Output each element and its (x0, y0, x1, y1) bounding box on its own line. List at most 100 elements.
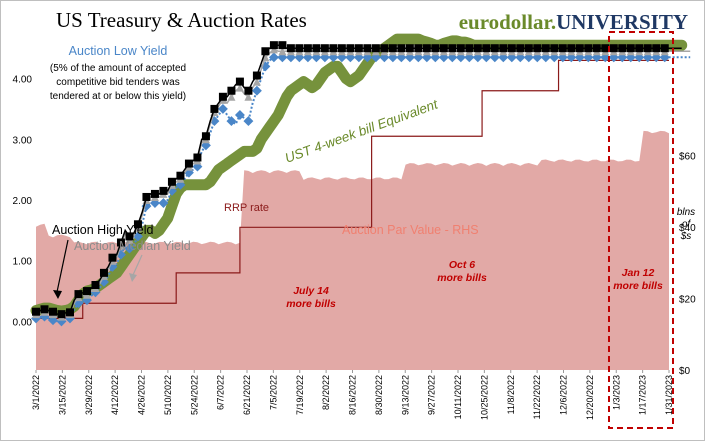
median-yield-point (227, 92, 236, 101)
high-yield-point (609, 44, 618, 53)
x-tick-label: 12/20/2022 (585, 375, 595, 420)
high-yield-point (533, 44, 542, 53)
high-yield-point (40, 305, 49, 314)
x-tick-label: 6/21/2022 (242, 375, 252, 415)
high-yield-label: Auction High Yield (52, 223, 154, 237)
x-tick-label: 10/25/2022 (479, 375, 489, 420)
high-yield-point (635, 44, 644, 53)
median-yield-point (278, 47, 287, 56)
high-yield-point (499, 44, 508, 53)
high-yield-point (422, 44, 431, 53)
high-yield-point (354, 44, 363, 53)
high-yield-point (74, 290, 83, 299)
note-oct6: more bills (437, 272, 487, 284)
x-tick-label: 5/10/2022 (163, 375, 173, 415)
high-yield-point (337, 44, 346, 53)
median-yield-arrowhead (129, 273, 137, 282)
y-right-unit-label: blns (677, 207, 695, 218)
note-oct6: Oct 6 (449, 259, 475, 271)
high-yield-point (261, 47, 270, 56)
high-yield-point (643, 44, 652, 53)
par-value-area (36, 130, 669, 370)
high-yield-point (57, 310, 66, 319)
median-yield-point (269, 45, 278, 54)
high-yield-point (235, 77, 244, 86)
high-yield-point (167, 177, 176, 186)
median-yield-label: Auction Median Yield (74, 239, 191, 253)
high-yield-point (312, 44, 321, 53)
high-yield-point (618, 44, 627, 53)
x-tick-label: 9/27/2022 (427, 375, 437, 415)
x-tick-label: 7/19/2022 (295, 375, 305, 415)
high-yield-point (295, 44, 304, 53)
low-yield-point (124, 243, 135, 254)
high-yield-arrowhead (53, 290, 62, 299)
high-yield-point (584, 44, 593, 53)
x-tick-label: 1/31/2023 (664, 375, 674, 415)
x-tick-label: 4/26/2022 (137, 375, 147, 415)
high-yield-point (550, 44, 559, 53)
high-yield-point (541, 44, 550, 53)
high-yield-point (490, 44, 499, 53)
y-right-unit-label: of (682, 219, 692, 230)
x-tick-label: 1/17/2023 (638, 375, 648, 415)
high-yield-point (660, 44, 669, 53)
y-right-tick-label: $40 (679, 223, 696, 234)
high-yield-point (592, 44, 601, 53)
x-tick-label: 7/5/2022 (268, 375, 278, 410)
high-yield-point (193, 153, 202, 162)
ust-label: UST 4-week bill Equivalent (283, 96, 441, 166)
high-yield-point (363, 44, 372, 53)
high-yield-point (125, 232, 134, 241)
note-jul14: July 14 (293, 285, 329, 297)
low-yield-point (226, 116, 237, 127)
low-yield-note: competitive bid tenders was (56, 77, 179, 88)
high-yield-point (482, 44, 491, 53)
page-title: US Treasury & Auction Rates (56, 8, 307, 32)
x-tick-label: 8/2/2022 (321, 375, 331, 410)
high-yield-point (473, 44, 482, 53)
high-yield-point (108, 253, 117, 262)
y-right-tick-label: $20 (679, 294, 696, 305)
high-yield-point (439, 44, 448, 53)
high-yield-point (414, 44, 423, 53)
high-yield-point (227, 86, 236, 95)
x-tick-label: 11/8/2022 (506, 375, 516, 414)
high-yield-point (184, 159, 193, 168)
x-tick-label: 8/16/2022 (348, 375, 358, 415)
high-yield-point (142, 192, 151, 201)
low-yield-note: tendered at or below this yield) (50, 91, 186, 102)
median-yield-point (261, 53, 270, 62)
high-yield-point (626, 44, 635, 53)
y-right-unit-label: $s (680, 231, 692, 242)
y-left-tick-label: 2.00 (13, 196, 33, 207)
low-yield-point (234, 110, 245, 120)
high-yield-point (601, 44, 610, 53)
high-yield-point (65, 308, 74, 317)
note-jan12: Jan 12 (622, 267, 655, 279)
brand-logo: eurodollar.UNIVERSITY (459, 10, 688, 34)
high-yield-point (575, 44, 584, 53)
y-right-tick-label: $60 (679, 151, 696, 162)
y-left-tick-label: 3.00 (13, 135, 33, 146)
high-yield-point (329, 44, 338, 53)
high-yield-point (269, 41, 278, 50)
high-yield-point (524, 44, 533, 53)
high-yield-point (380, 44, 389, 53)
high-yield-point (448, 44, 457, 53)
high-yield-point (286, 44, 295, 53)
high-yield-point (346, 44, 355, 53)
high-yield-point (456, 44, 465, 53)
high-yield-point (210, 104, 219, 113)
note-jul14: more bills (286, 298, 336, 310)
brand-suffix: UNIVERSITY (556, 10, 688, 34)
jan-highlight-box (608, 31, 674, 429)
brand-prefix: eurodollar. (459, 10, 556, 34)
high-yield-point (32, 307, 40, 316)
x-tick-label: 12/6/2022 (559, 375, 569, 415)
high-yield-point (201, 132, 210, 141)
high-yield-point (252, 71, 261, 80)
low-yield-point (243, 116, 254, 127)
